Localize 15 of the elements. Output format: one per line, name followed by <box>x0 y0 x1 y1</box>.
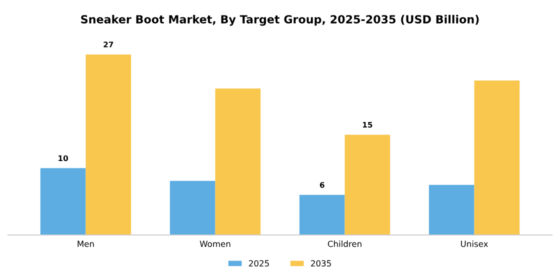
legend-label: 2035 <box>311 260 331 266</box>
bar <box>86 54 132 235</box>
bar <box>299 194 345 235</box>
bar <box>170 180 216 235</box>
x-tick-label: Unisex <box>461 240 488 248</box>
bar <box>344 134 390 235</box>
x-tick-label: Men <box>78 240 94 248</box>
legend-label: 2025 <box>248 260 269 266</box>
bar <box>215 88 261 235</box>
bar <box>428 184 474 235</box>
bar <box>474 80 520 235</box>
bar <box>40 168 86 235</box>
chart-title: Sneaker Boot Market, By Target Group, 2025-2035 (USD Billion) <box>81 14 479 26</box>
x-tick-label: Children <box>328 240 362 248</box>
x-tick-label: Women <box>200 240 230 248</box>
